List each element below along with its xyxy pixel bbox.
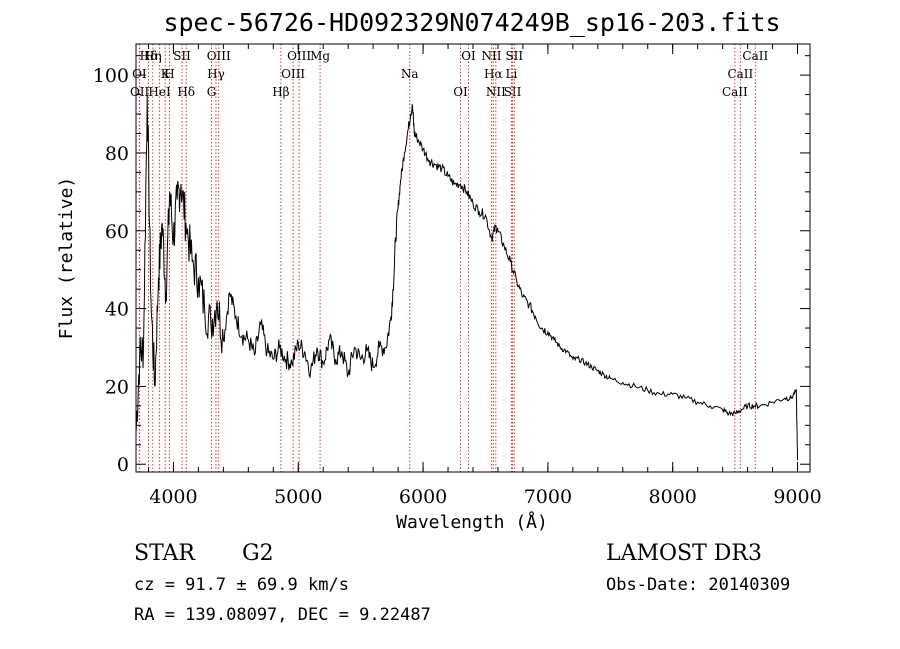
spectral-lines-layer: HδKHδOIIIOIHeISIIHγOIIHηHGOIIIOIIIHβMgNa… xyxy=(130,44,768,472)
x-tick-label: 9000 xyxy=(773,486,821,508)
spectral-line-label: G xyxy=(207,85,217,99)
spectral-line-label: OI xyxy=(461,49,476,63)
spectral-line-label: CaII xyxy=(727,67,753,81)
spectral-line-label: OIII xyxy=(287,49,311,63)
x-tick-label: 5000 xyxy=(274,486,322,508)
y-tick-label: 60 xyxy=(105,221,129,243)
data-layer xyxy=(135,94,798,461)
x-tick-label: 7000 xyxy=(524,486,572,508)
x-axis-label: Wavelength (Å) xyxy=(396,511,548,533)
x-tick-label: 4000 xyxy=(149,486,197,508)
spectral-line-label: Hβ xyxy=(272,85,289,99)
spectral-line-label: SII xyxy=(505,49,523,63)
y-tick-label: 20 xyxy=(105,376,129,398)
y-axis-label: Flux (relative) xyxy=(56,177,77,340)
coordinates-readout: RA = 139.08097, DEC = 9.22487 xyxy=(134,605,431,625)
flux-series-line xyxy=(135,94,798,461)
spectral-line-label: Mg xyxy=(310,49,330,63)
y-axis-ticks: 0 20 40 60 80 100 xyxy=(93,55,810,476)
y-tick-label: 80 xyxy=(105,143,129,165)
spectral-line-label: HeI xyxy=(148,85,171,99)
spectral-line-label: Hα xyxy=(484,67,503,81)
spectral-line-label: NII xyxy=(481,49,501,63)
chart-title: spec-56726-HD092329N074249B_sp16-203.fit… xyxy=(163,8,780,37)
spectral-line-label: K xyxy=(161,67,171,81)
x-tick-label: 8000 xyxy=(649,486,697,508)
survey-name: LAMOST DR3 xyxy=(606,541,762,566)
spectral-line-label: SII xyxy=(504,85,522,99)
spectral-line-label: SII xyxy=(173,49,191,63)
spectral-line-label: H xyxy=(164,67,174,81)
spectral-line-label: OIII xyxy=(207,49,231,63)
spectral-line-label: Na xyxy=(401,67,419,81)
spectral-line-label: NII xyxy=(486,85,506,99)
obs-date: Obs-Date: 20140309 xyxy=(606,575,790,595)
object-class: STAR xyxy=(134,541,196,566)
spectral-line-label: OI xyxy=(453,85,468,99)
spectral-line-label: CaII xyxy=(742,49,768,63)
x-tick-label: 6000 xyxy=(399,486,447,508)
x-axis-ticks: 4000 5000 6000 7000 8000 9000 xyxy=(147,44,822,508)
y-tick-label: 40 xyxy=(105,299,129,321)
spectral-line-label: Hδ xyxy=(177,85,195,99)
y-tick-label: 0 xyxy=(117,454,129,476)
spectral-line-label: Hγ xyxy=(207,67,225,81)
object-subclass: G2 xyxy=(242,541,274,566)
spectral-line-label: CaII xyxy=(722,85,748,99)
spectral-line-label: Li xyxy=(506,67,518,81)
spectral-line-label: Hη xyxy=(144,49,162,63)
y-tick-label: 100 xyxy=(93,65,129,87)
spectral-line-label: OII xyxy=(130,85,150,99)
spectral-line-label: OIII xyxy=(281,67,305,81)
redshift-readout: cz = 91.7 ± 69.9 km/s xyxy=(134,575,349,595)
